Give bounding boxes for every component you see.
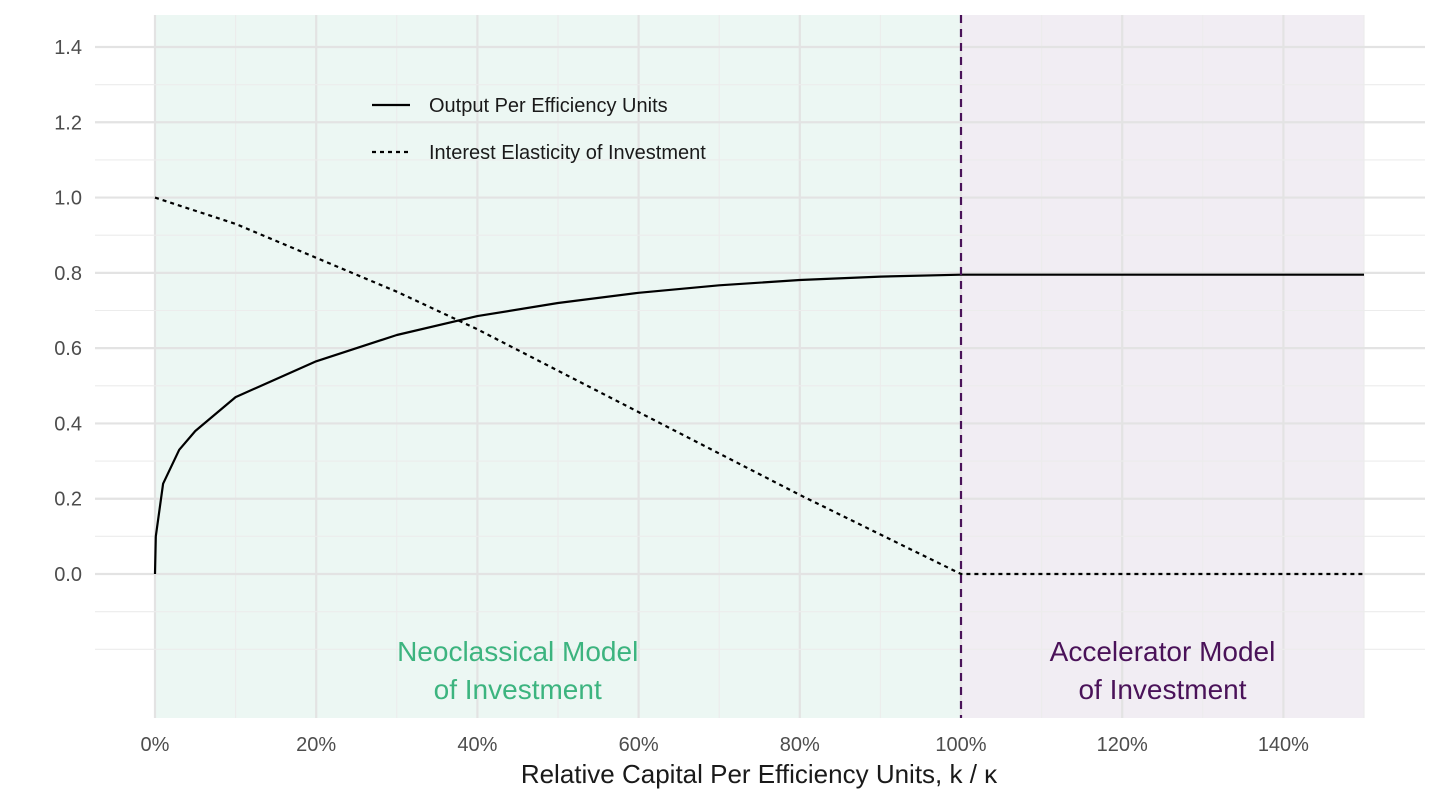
x-tick-label: 120%: [1097, 734, 1148, 756]
y-tick-label: 1.0: [54, 188, 82, 210]
x-tick-label: 20%: [296, 734, 336, 756]
legend: Output Per Efficiency Units Interest Elas…: [372, 95, 706, 164]
region-label-line2-0: of Investment: [434, 674, 602, 705]
y-tick-label: 1.2: [54, 112, 82, 134]
region-shade-1: [961, 15, 1364, 718]
y-tick-label: 0.4: [54, 413, 82, 435]
y-tick-label: 0.8: [54, 263, 82, 285]
y-tick-label: 0.6: [54, 338, 82, 360]
region-labels-layer: Neoclassical Model of Investment Accelerat…: [397, 636, 1275, 705]
y-tick-label: 0.0: [54, 564, 82, 586]
y-tick-label: 1.4: [54, 37, 82, 59]
region-label-line2-1: of Investment: [1078, 674, 1246, 705]
legend-label-1: Interest Elasticity of Investment: [429, 142, 706, 164]
x-tick-label: 0%: [141, 734, 170, 756]
y-tick-label: 0.2: [54, 489, 82, 511]
x-axis-title: Relative Capital Per Efficiency Units, k…: [521, 759, 998, 789]
x-tick-label: 40%: [457, 734, 497, 756]
series-line-1: [154, 196, 1364, 576]
legend-label-0: Output Per Efficiency Units: [429, 95, 668, 117]
x-tick-label: 100%: [935, 734, 986, 756]
x-tick-label: 80%: [780, 734, 820, 756]
series-layer: [153, 196, 1364, 576]
region-label-line1-0: Neoclassical Model: [397, 636, 638, 667]
ticks-layer: 0% 20% 40% 60% 80% 100% 120% 140% 0.0 0.2 0.4 0.6 0.…: [54, 37, 1309, 756]
series-line-0: [153, 273, 1364, 575]
grid-layer: [95, 15, 1425, 718]
regions-layer: [155, 15, 1364, 718]
x-tick-label: 60%: [619, 734, 659, 756]
x-tick-label: 140%: [1258, 734, 1309, 756]
region-label-line1-1: Accelerator Model: [1050, 636, 1276, 667]
